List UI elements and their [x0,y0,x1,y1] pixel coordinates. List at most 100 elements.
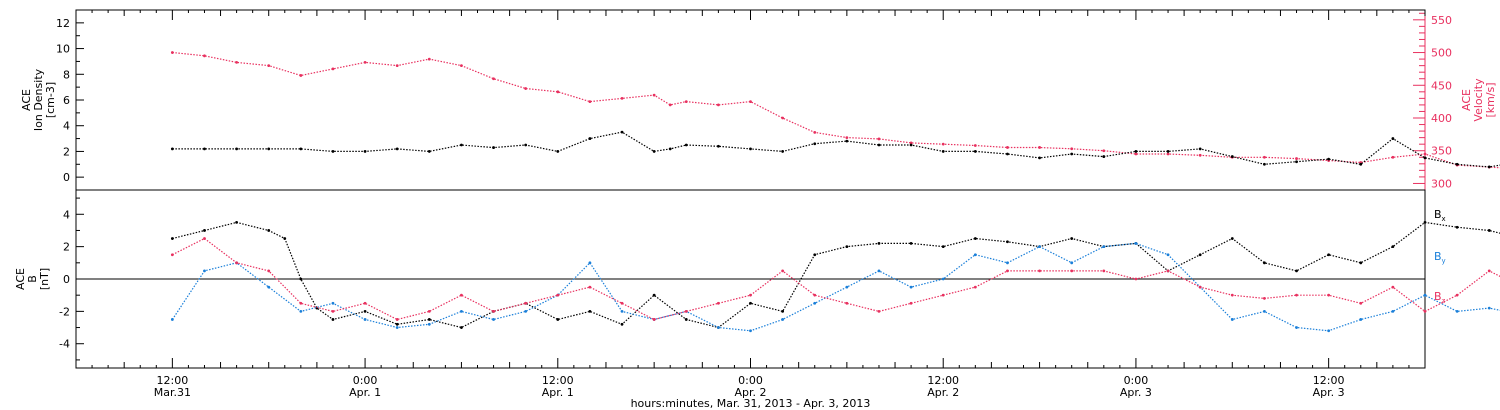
bz-point [1455,293,1459,297]
bx-point [1487,229,1491,232]
density-point [941,150,945,153]
bx-point [1359,261,1363,265]
by-point [877,269,881,273]
bx-point [973,237,977,240]
bz-point [427,309,431,313]
velocity-point [877,137,881,141]
velocity-point [1134,152,1138,156]
bz-point [877,309,881,313]
velocity-point [716,103,720,107]
by-point [620,309,624,313]
bx-point [877,242,881,245]
velocity-point [652,93,656,97]
by-point [1102,245,1106,249]
bz-point [1391,285,1395,289]
velocity-tick-label: 300 [1431,177,1452,190]
bx-point [652,293,656,297]
velocity-point [941,142,945,146]
density-axis-ticks: 0 2 4 6 8 10 12 [56,17,84,184]
by-point [1423,293,1427,297]
bx-point [588,309,592,313]
b-field-axis-label: ACEB[nT] [14,268,51,290]
bx-point [1423,220,1427,224]
bx-point [1230,237,1234,240]
velocity-point [909,141,913,145]
density-point [460,143,463,147]
density-point [781,150,785,153]
bz-point [1487,269,1491,273]
by-point [1263,309,1266,313]
density-point [1134,150,1138,153]
by-point [941,277,945,281]
bx-point [267,229,271,232]
by-point [1006,261,1009,265]
b-tick-label: 2 [63,241,70,254]
bz-point [1102,269,1106,273]
bx-point [1198,253,1202,257]
density-point [331,150,335,153]
by-point [1455,309,1459,313]
bx-point [427,318,431,321]
time-tick-label: 12:00 [542,374,574,387]
bz-point [973,285,977,289]
bx-series [172,221,1500,329]
velocity-point [299,74,303,77]
bz-point [1359,301,1363,305]
by-point [781,318,785,321]
bx-point [620,322,624,326]
bz-point [749,293,752,297]
density-label-line: [cm-3] [44,82,57,118]
date-tick-label: Apr. 1 [542,386,574,399]
bx-point [1295,269,1298,273]
magnetic-series [170,220,1500,333]
density-label-line: Ion Density [32,68,45,131]
bz-point [1423,309,1427,313]
legend-entry-bx: Bx [1434,208,1446,223]
bz-point [299,301,303,305]
bx-point [813,253,817,257]
time-tick-label: 12:00 [157,374,189,387]
velocity-axis-label: ACEVelocity[km/s] [1460,78,1497,122]
density-point [749,147,752,151]
bz-point [845,301,849,305]
b-tick-label: -4 [59,338,70,351]
bz-point [1198,285,1202,289]
density-point [363,150,367,153]
density-point [395,147,399,151]
density-point [909,143,913,147]
density-tick-label: 12 [56,17,70,30]
bx-point [1327,253,1331,257]
density-point [588,137,592,140]
bz-point [492,309,495,313]
bz-point [363,301,367,305]
velocity-point [363,60,367,64]
time-tick-label: 12:00 [1313,374,1345,387]
by-point [427,322,431,326]
density-point [1038,156,1041,160]
b-tick-label: -2 [59,305,70,318]
velocity-point [267,64,271,68]
plasma-panel-frame [75,9,1426,191]
bz-point [460,293,463,297]
date-tick-label: Apr. 2 [927,386,959,399]
density-point [1230,155,1234,158]
velocity-point [749,100,752,104]
velocity-point [668,103,672,107]
bz-series [172,237,1500,321]
bz-point [203,237,206,240]
bz-point [1295,293,1298,297]
bz-point [524,301,528,305]
date-tick-label: Apr. 1 [349,386,381,399]
velocity-point [684,100,688,104]
velocity-point [813,131,817,134]
legend-entry-bz: Bz [1434,290,1446,305]
bz-point [1166,269,1170,273]
velocity-series [172,51,1500,169]
b-label-line: ACE [14,268,27,290]
bz-point [941,293,945,297]
bx-point [170,237,174,240]
bx-point [235,220,238,224]
by-point [203,269,206,273]
bz-point [588,285,592,289]
